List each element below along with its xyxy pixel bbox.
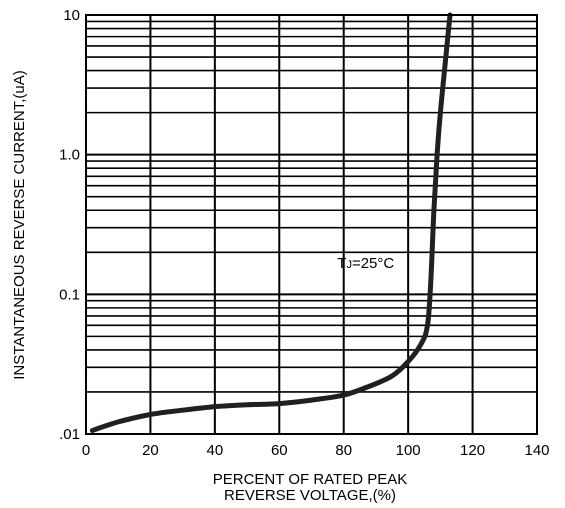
y-tick-label: 1.0 (59, 147, 80, 164)
x-axis-title-line2: REVERSE VOLTAGE,(%) (224, 487, 396, 504)
x-axis-title-line1: PERCENT OF RATED PEAK (213, 471, 407, 488)
grid (86, 15, 537, 434)
plot-border (85, 14, 538, 435)
y-tick-label: 10 (63, 7, 80, 24)
annotation-unit: °C (377, 255, 394, 272)
y-tick-label: 0.1 (59, 286, 80, 303)
x-tick-label: 120 (460, 442, 485, 459)
y-tick-label: .01 (59, 426, 80, 443)
reverse-current-curve (89, 12, 453, 433)
annotation-subscript: J (346, 259, 352, 271)
x-tick-label: 140 (524, 442, 549, 459)
annotation-main: T (337, 255, 346, 272)
x-tick-label: 20 (142, 442, 159, 459)
x-tick-label: 60 (271, 442, 288, 459)
annotation-rest: =25 (352, 255, 377, 272)
x-tick-label: 80 (335, 442, 352, 459)
x-tick-labels: 0 20 40 60 80 100 120 140 (82, 442, 550, 459)
series-layer (89, 12, 453, 433)
x-tick-label: 40 (207, 442, 224, 459)
y-axis-title: INSTANTANEOUS REVERSE CURRENT,(uA) (11, 70, 28, 380)
y-tick-labels: .01 0.1 1.0 10 (59, 7, 80, 443)
x-tick-label: 0 (82, 442, 90, 459)
x-tick-label: 100 (396, 442, 421, 459)
temperature-annotation: TJ=25°C (337, 255, 394, 272)
